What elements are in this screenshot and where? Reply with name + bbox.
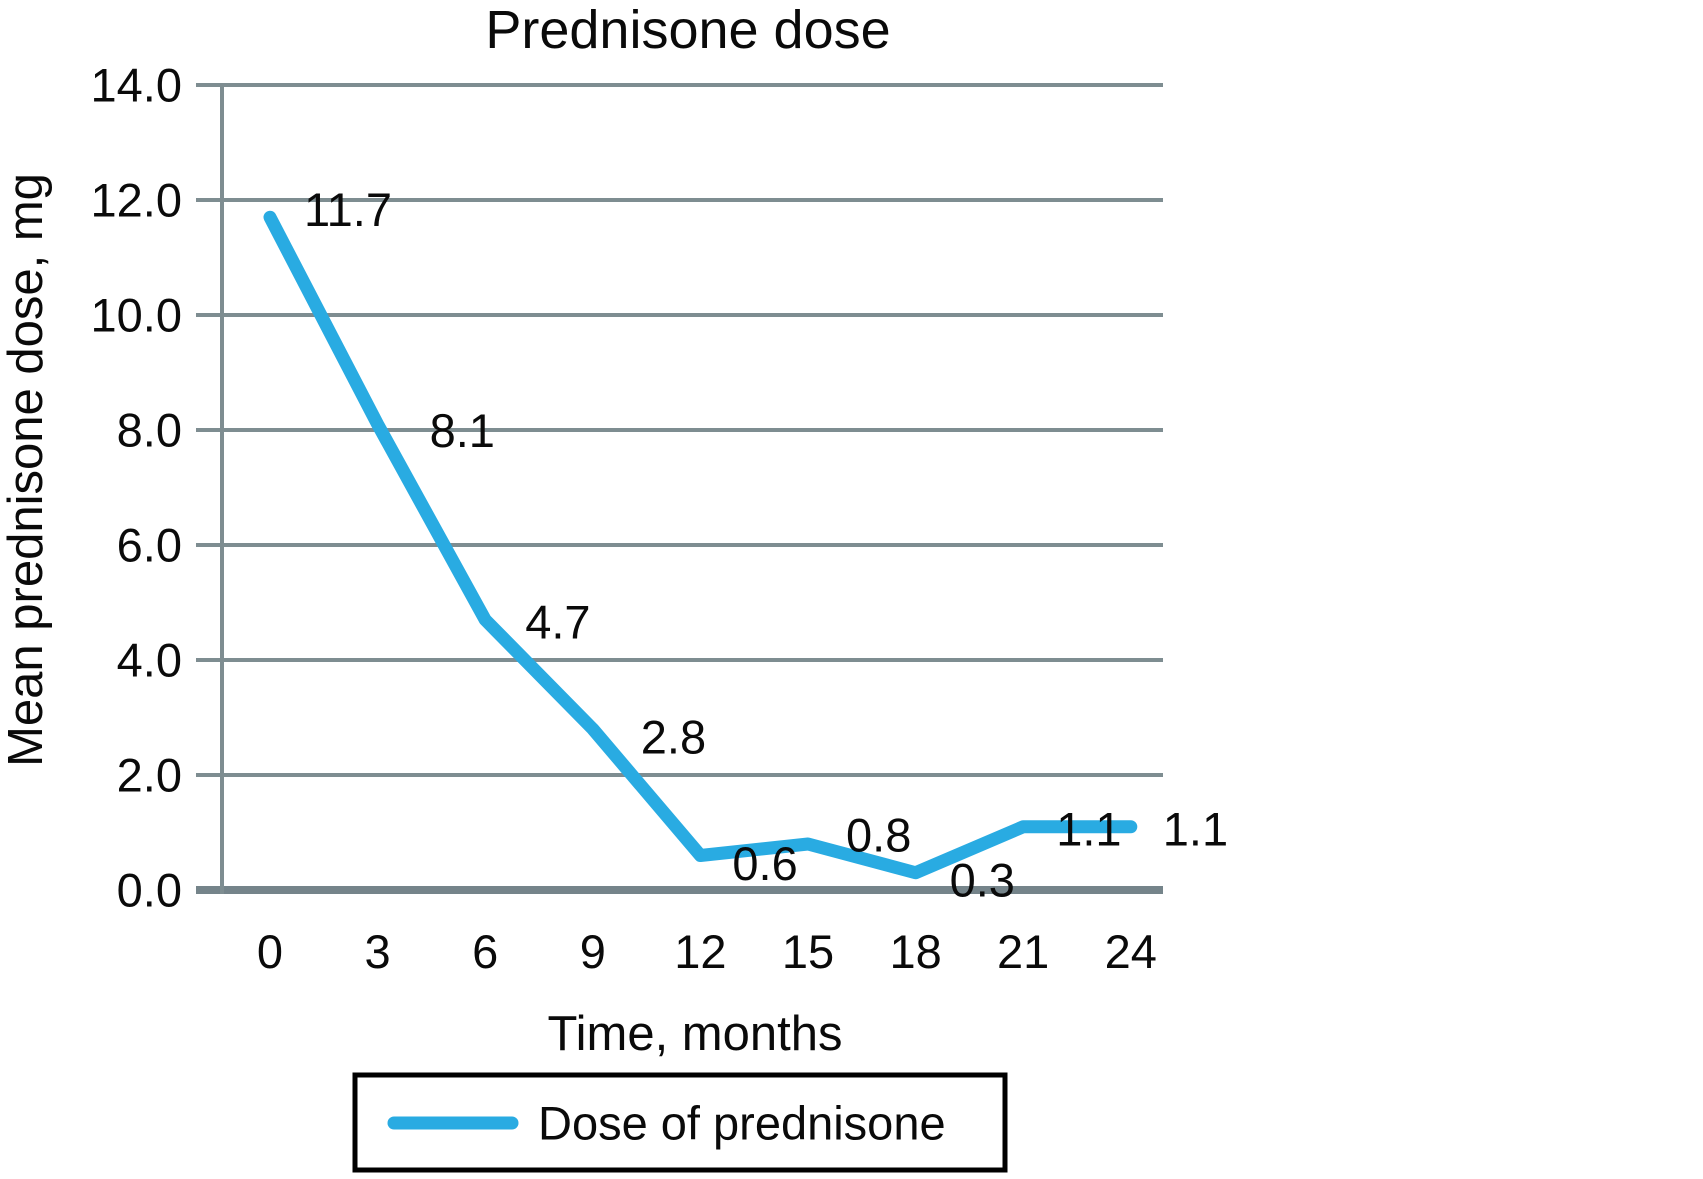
chart-title: Prednisone dose — [485, 0, 890, 60]
y-tick-labels: 0.0 2.0 4.0 6.0 8.0 10.0 12.0 14.0 — [91, 59, 182, 917]
x-tick-label: 3 — [365, 925, 391, 978]
x-tick-label: 24 — [1105, 925, 1157, 978]
data-labels: 11.7 8.1 4.7 2.8 0.6 0.8 0.3 1.1 1.1 — [304, 183, 1228, 907]
x-tick-label: 9 — [580, 925, 606, 978]
dose-of-prednisone-line — [263, 210, 1138, 880]
data-label: 0.8 — [846, 809, 911, 862]
data-label: 1.1 — [1056, 802, 1121, 855]
y-tick-label: 4.0 — [117, 634, 182, 687]
data-label: 4.7 — [525, 595, 590, 648]
x-tick-label: 15 — [782, 925, 834, 978]
y-tick-label: 6.0 — [117, 519, 182, 572]
data-label: 8.1 — [430, 404, 495, 457]
x-tick-label: 12 — [674, 925, 726, 978]
y-tick-label: 12.0 — [91, 174, 182, 227]
y-tick-label: 8.0 — [117, 404, 182, 457]
data-label: 1.1 — [1163, 802, 1228, 855]
x-tick-label: 0 — [257, 925, 283, 978]
y-tick-label: 14.0 — [91, 59, 182, 112]
data-label: 11.7 — [304, 183, 392, 236]
x-tick-label: 18 — [889, 925, 941, 978]
x-tick-labels: 0 3 6 9 12 15 18 21 24 — [257, 925, 1157, 978]
gridlines — [196, 83, 1163, 777]
y-tick-label: 10.0 — [91, 289, 182, 342]
y-tick-label: 0.0 — [117, 864, 182, 917]
data-label: 0.6 — [732, 837, 797, 890]
x-tick-label: 6 — [472, 925, 498, 978]
legend: Dose of prednisone — [352, 1072, 1008, 1173]
legend-label: Dose of prednisone — [538, 1097, 946, 1150]
series-lines — [263, 210, 1138, 880]
y-axis-title: Mean prednisone dose, mg — [0, 173, 53, 767]
x-tick-label: 21 — [997, 925, 1049, 978]
data-label: 0.3 — [950, 853, 1015, 906]
data-label: 2.8 — [641, 711, 706, 764]
axes — [196, 85, 1163, 894]
y-tick-label: 2.0 — [117, 749, 182, 802]
x-axis-title: Time, months — [548, 1007, 843, 1061]
